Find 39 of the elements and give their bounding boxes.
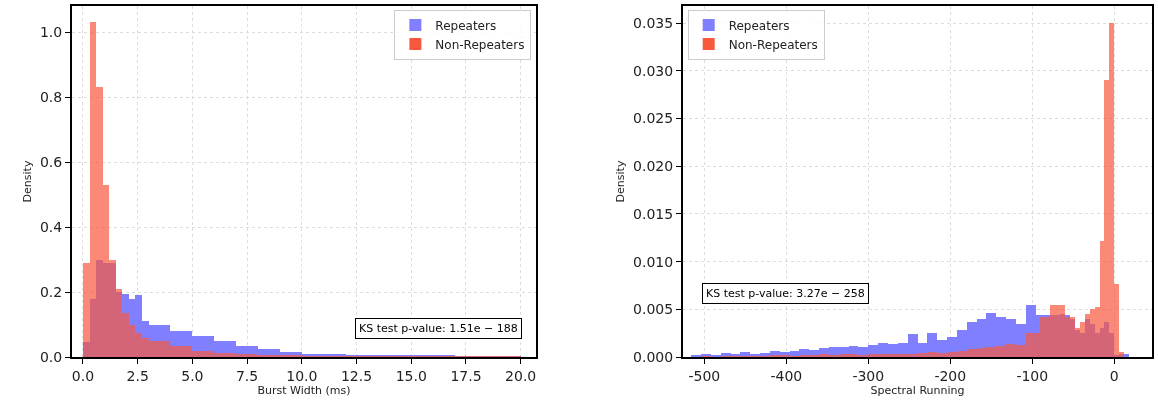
- y-tick-label: 0.4: [39, 218, 63, 235]
- y-tick-label: 0.025: [633, 110, 674, 127]
- x-tick-label: -200: [934, 367, 967, 384]
- y-tick-label: 1.0: [39, 23, 63, 40]
- x-tick-label: 12.5: [340, 367, 373, 384]
- x-tick-label: -400: [770, 367, 803, 384]
- x-axis-title: Burst Width (ms): [257, 384, 351, 398]
- y-axis-title: Density: [614, 160, 628, 203]
- y-tick-label: 0.015: [633, 205, 674, 222]
- x-tick-label: 0: [1109, 367, 1119, 384]
- legend-label: Repeaters: [435, 18, 497, 33]
- x-tick-label: 10.0: [286, 367, 318, 384]
- y-tick-label: 0.6: [39, 153, 63, 170]
- y-tick-label: 0.030: [633, 62, 674, 79]
- x-tick-label: -500: [688, 367, 721, 384]
- legend-label: Non-Repeaters: [435, 37, 525, 52]
- y-tick-label: 0.2: [39, 283, 63, 300]
- y-tick-label: 0.005: [633, 301, 674, 318]
- y-tick-label: 0.0: [39, 348, 63, 365]
- x-axis-title: Spectral Running: [870, 384, 965, 398]
- x-tick-label: 5.0: [181, 367, 204, 384]
- annotation: KS test p-value: 3.27e − 258: [706, 287, 865, 300]
- y-tick-label: 0.000: [633, 348, 674, 365]
- x-tick-label: 20.0: [505, 367, 537, 384]
- x-tick-label: 0.0: [71, 367, 95, 384]
- legend-label: Repeaters: [728, 18, 790, 33]
- legend-label: Non-Repeaters: [728, 37, 818, 52]
- x-tick-label: 15.0: [395, 367, 427, 384]
- y-tick-label: 0.010: [633, 253, 674, 270]
- x-tick-label: -300: [852, 367, 885, 384]
- y-axis-title: Density: [21, 160, 35, 203]
- y-tick-label: 0.020: [633, 158, 674, 175]
- x-tick-label: 2.5: [126, 367, 149, 384]
- x-tick-label: 7.5: [235, 367, 259, 384]
- x-tick-label: -100: [1016, 367, 1049, 384]
- x-tick-label: 17.5: [450, 367, 482, 384]
- y-tick-label: 0.035: [633, 15, 674, 32]
- annotation: KS test p-value: 1.51e − 188: [359, 322, 518, 335]
- y-tick-label: 0.8: [39, 88, 63, 105]
